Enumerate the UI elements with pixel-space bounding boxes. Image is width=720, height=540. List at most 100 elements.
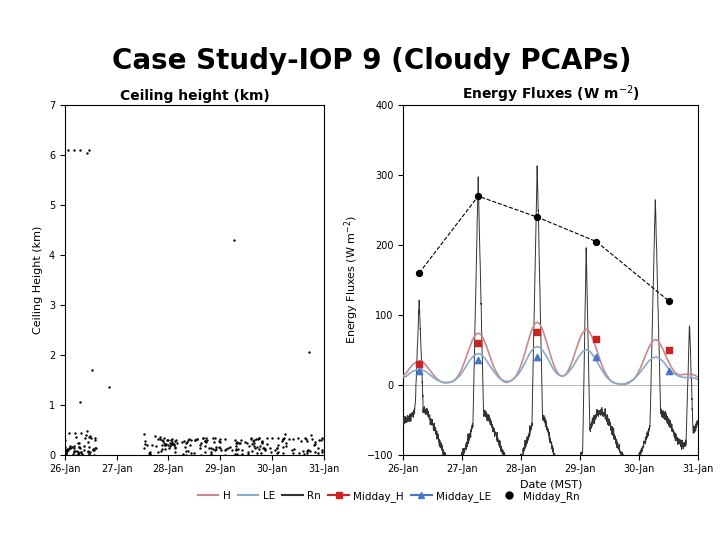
- Point: [72, 450, 84, 458]
- Point: [308, 440, 320, 449]
- Point: [248, 435, 260, 444]
- Point: [309, 447, 320, 456]
- Point: [590, 353, 602, 361]
- Point: [312, 449, 324, 457]
- Point: [261, 440, 273, 449]
- Point: [230, 439, 241, 448]
- Point: [64, 444, 76, 453]
- Point: [163, 444, 174, 453]
- Point: [235, 446, 247, 455]
- Y-axis label: Energy Fluxes (W m$^{-2}$): Energy Fluxes (W m$^{-2}$): [343, 215, 361, 345]
- Point: [159, 444, 171, 453]
- Point: [171, 438, 183, 447]
- Point: [157, 440, 168, 449]
- Point: [213, 443, 225, 451]
- Point: [169, 443, 181, 452]
- Point: [60, 449, 72, 458]
- Point: [207, 434, 219, 442]
- Point: [300, 435, 312, 444]
- Point: [318, 434, 330, 443]
- Point: [278, 433, 289, 442]
- Point: [82, 438, 94, 447]
- Point: [271, 444, 283, 453]
- Point: [246, 433, 257, 442]
- Point: [215, 438, 226, 447]
- Point: [184, 441, 195, 450]
- Point: [68, 443, 79, 452]
- Point: [60, 445, 72, 454]
- Point: [247, 447, 258, 456]
- Point: [189, 436, 201, 444]
- X-axis label: Date (MST): Date (MST): [520, 480, 582, 490]
- Point: [236, 450, 248, 458]
- Point: [197, 434, 209, 442]
- Point: [157, 436, 168, 445]
- Point: [163, 441, 174, 450]
- Point: [266, 434, 277, 443]
- Point: [69, 428, 81, 437]
- Point: [230, 444, 241, 453]
- Point: [181, 450, 192, 459]
- Point: [201, 434, 212, 442]
- Point: [210, 434, 221, 442]
- Point: [183, 434, 194, 443]
- Point: [663, 296, 675, 305]
- Point: [207, 444, 219, 453]
- Point: [103, 383, 114, 391]
- Point: [189, 436, 201, 445]
- Point: [63, 429, 75, 438]
- Point: [264, 443, 276, 452]
- Point: [251, 448, 263, 457]
- Point: [65, 443, 76, 452]
- Point: [472, 192, 484, 200]
- Point: [287, 434, 298, 443]
- Point: [231, 449, 243, 458]
- Point: [181, 437, 193, 446]
- Point: [194, 444, 206, 453]
- Point: [663, 346, 675, 354]
- Point: [256, 437, 268, 446]
- Point: [154, 433, 166, 442]
- Point: [413, 367, 425, 375]
- Point: [73, 443, 85, 452]
- Point: [84, 448, 96, 456]
- Point: [179, 443, 191, 451]
- Point: [312, 444, 324, 453]
- Point: [182, 436, 194, 444]
- Point: [220, 445, 231, 454]
- Point: [205, 448, 217, 456]
- Point: [63, 446, 74, 455]
- Point: [233, 445, 244, 454]
- Point: [89, 434, 100, 442]
- Point: [247, 437, 258, 445]
- Point: [76, 429, 87, 437]
- Point: [210, 444, 221, 453]
- Point: [310, 437, 321, 446]
- Point: [83, 443, 94, 451]
- Point: [202, 436, 213, 444]
- Point: [304, 348, 315, 357]
- Point: [205, 443, 217, 452]
- Point: [289, 444, 300, 453]
- Y-axis label: Ceiling Height (km): Ceiling Height (km): [33, 226, 43, 334]
- Point: [185, 436, 197, 445]
- Point: [316, 434, 328, 442]
- Point: [243, 442, 255, 450]
- Point: [83, 433, 94, 442]
- Point: [142, 441, 153, 449]
- Point: [145, 447, 156, 456]
- Point: [210, 443, 222, 452]
- Point: [189, 448, 200, 457]
- Point: [195, 450, 207, 459]
- Point: [73, 443, 84, 451]
- Point: [199, 437, 210, 445]
- Point: [302, 446, 314, 455]
- Point: [199, 448, 211, 456]
- Point: [89, 443, 101, 452]
- Point: [168, 440, 179, 448]
- Point: [178, 436, 189, 445]
- Point: [160, 441, 171, 449]
- Point: [152, 448, 163, 456]
- Point: [89, 436, 101, 444]
- Point: [246, 435, 257, 444]
